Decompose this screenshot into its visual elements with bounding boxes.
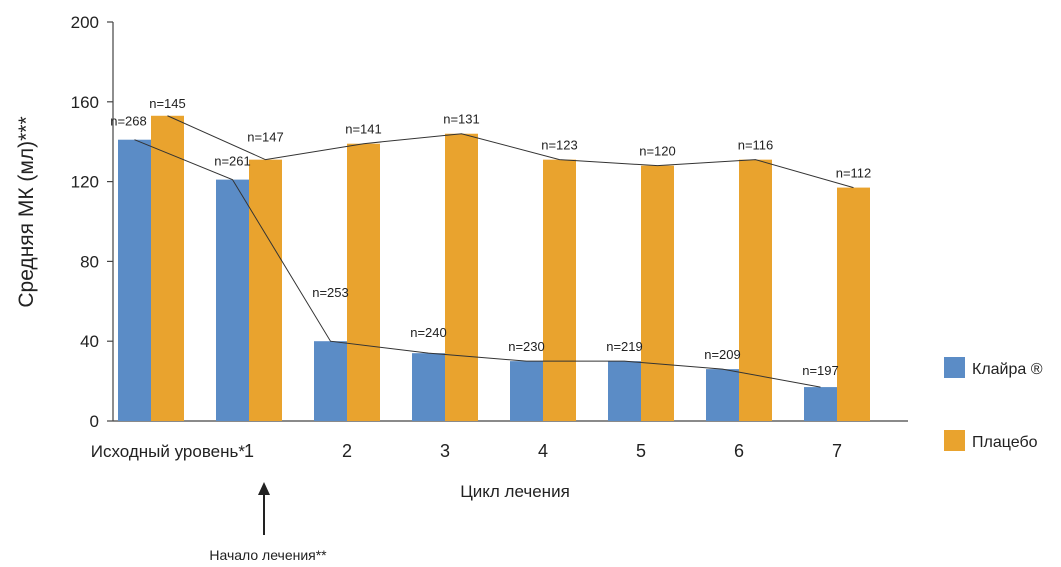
y-tick-label: 160 bbox=[71, 93, 99, 112]
annotation-text: Начало лечения** bbox=[209, 547, 327, 563]
bar-klaira bbox=[510, 361, 543, 421]
n-label-klaira: n=219 bbox=[606, 339, 643, 354]
x-tick-label: 4 bbox=[538, 441, 548, 461]
bar-placebo bbox=[445, 133, 478, 421]
annotation-arrow-head bbox=[258, 482, 270, 495]
n-label-placebo: n=112 bbox=[836, 166, 872, 181]
x-tick-label: 7 bbox=[832, 441, 842, 461]
n-label-placebo: n=116 bbox=[738, 138, 774, 153]
trend-lines bbox=[134, 115, 854, 388]
y-tick-label: 200 bbox=[71, 13, 99, 32]
y-tick-label: 80 bbox=[80, 252, 99, 271]
legend-swatch-placebo bbox=[944, 430, 965, 451]
bar-klaira bbox=[608, 361, 641, 421]
n-label-klaira: n=261 bbox=[214, 154, 251, 169]
x-axis-label: Цикл лечения bbox=[460, 482, 570, 501]
x-tick-label: 1 bbox=[244, 441, 254, 461]
n-label-klaira: n=197 bbox=[802, 363, 839, 378]
bar-placebo bbox=[641, 165, 674, 421]
legend-label-placebo: Плацебо bbox=[972, 434, 1038, 451]
x-tick-label: 5 bbox=[636, 441, 646, 461]
n-label-klaira: n=230 bbox=[508, 339, 545, 354]
bar-placebo bbox=[249, 159, 282, 421]
bar-klaira bbox=[118, 139, 151, 421]
n-labels: n=268 n=261 n=253 n=240 n=230 n=219 n=209 n=197… bbox=[110, 96, 871, 378]
y-tick-label: 40 bbox=[80, 332, 99, 351]
n-label-klaira: n=268 bbox=[110, 114, 147, 129]
bar-klaira bbox=[314, 341, 347, 421]
legend-label-klaira: Клайра ® bbox=[972, 361, 1043, 378]
n-label-placebo: n=141 bbox=[345, 122, 382, 137]
n-label-placebo: n=145 bbox=[149, 96, 186, 111]
legend-swatch-klaira bbox=[944, 357, 965, 378]
bar-klaira bbox=[216, 179, 249, 421]
y-tick-label: 120 bbox=[71, 173, 99, 192]
y-tick-label: 0 bbox=[90, 412, 99, 431]
n-label-klaira: n=253 bbox=[312, 285, 349, 300]
n-label-placebo: n=123 bbox=[541, 138, 578, 153]
bars bbox=[118, 115, 870, 421]
bar-placebo bbox=[739, 159, 772, 421]
x-tick-label: 2 bbox=[342, 441, 352, 461]
bar-placebo bbox=[543, 159, 576, 421]
annotation: Начало лечения** bbox=[209, 482, 327, 563]
n-label-placebo: n=131 bbox=[443, 112, 480, 127]
y-axis-label: Средняя МК (мл)*** bbox=[15, 116, 38, 307]
n-label-klaira: n=240 bbox=[410, 325, 447, 340]
trend-line-klaira bbox=[134, 139, 821, 388]
bar-klaira bbox=[412, 353, 445, 421]
bar-placebo bbox=[837, 187, 870, 421]
axes: 0 40 80 120 160 200 Исходный уровень*1 2 3 4 5 6 7 bbox=[71, 13, 908, 461]
bar-placebo bbox=[151, 115, 184, 421]
n-label-placebo: n=147 bbox=[247, 130, 284, 145]
bar-klaira bbox=[706, 369, 739, 421]
n-label-placebo: n=120 bbox=[639, 144, 676, 159]
legend: Клайра ® Плацебо bbox=[944, 357, 1043, 451]
x-tick-label: 6 bbox=[734, 441, 744, 461]
x-tick-label: Исходный уровень* bbox=[91, 442, 246, 461]
trend-line-placebo bbox=[167, 115, 854, 189]
n-label-klaira: n=209 bbox=[704, 347, 741, 362]
x-tick-label: 3 bbox=[440, 441, 450, 461]
bar-placebo bbox=[347, 143, 380, 421]
bar-klaira bbox=[804, 387, 837, 421]
